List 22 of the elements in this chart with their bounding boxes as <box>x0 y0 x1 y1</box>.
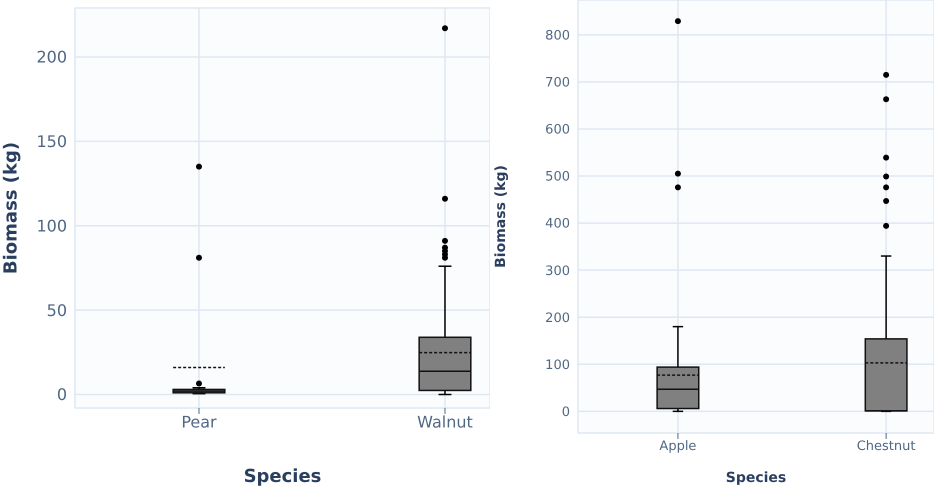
y-tick-label: 700 <box>545 76 570 91</box>
y-tick-label: 200 <box>545 310 570 326</box>
y-tick-label: 150 <box>36 132 67 152</box>
x-tick-label: Walnut <box>417 412 473 432</box>
y-tick-label: 50 <box>46 300 67 320</box>
x-tick-label: Apple <box>659 439 696 454</box>
y-tick-label: 0 <box>562 404 570 420</box>
y-tick-label: 500 <box>545 170 570 185</box>
y-tick-label: 100 <box>545 358 570 373</box>
y-tick-label: 400 <box>545 216 570 232</box>
y-tick-label: 0 <box>56 385 67 404</box>
x-axis-title: Species <box>726 470 786 486</box>
y-tick-label: 100 <box>36 216 67 236</box>
x-tick-label: Chestnut <box>856 439 916 454</box>
y-axis-title: Biomass (kg) <box>0 142 22 274</box>
y-axis-title: Biomass (kg) <box>492 165 509 268</box>
y-tick-label: 600 <box>545 122 570 138</box>
y-tick-label: 200 <box>36 48 67 67</box>
y-tick-label: 800 <box>545 28 570 44</box>
x-axis-title: Species <box>244 466 322 487</box>
x-tick-label: Pear <box>181 412 218 432</box>
y-tick-label: 300 <box>545 264 570 279</box>
